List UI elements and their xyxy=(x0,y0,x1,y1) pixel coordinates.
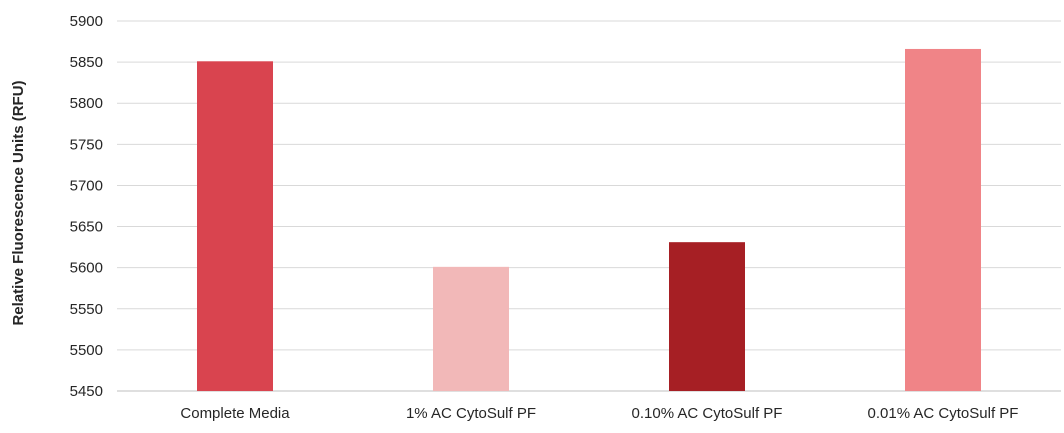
y-tick-label: 5650 xyxy=(70,219,103,236)
bar xyxy=(197,61,273,392)
y-axis-ticks: 5450 5500 5550 5600 5650 5700 5750 5800 5850 5900 xyxy=(70,13,103,400)
y-tick-label: 5500 xyxy=(70,342,103,359)
y-tick-label: 5600 xyxy=(70,260,103,277)
y-tick-label: 5750 xyxy=(70,136,103,153)
x-axis-labels: Complete Media 1% AC CytoSulf PF 0.10% AC … xyxy=(180,405,1018,422)
bar xyxy=(669,242,745,391)
y-tick-label: 5850 xyxy=(70,54,103,71)
bars xyxy=(197,48,981,392)
y-axis-title: Relative Fluorescence Units (RFU) xyxy=(10,80,27,325)
x-category-label: Complete Media xyxy=(180,405,290,422)
y-tick-label: 5900 xyxy=(70,13,103,30)
y-tick-label: 5450 xyxy=(70,383,103,400)
x-category-label: 0.01% AC CytoSulf PF xyxy=(868,405,1019,422)
bar xyxy=(905,48,981,391)
gridlines xyxy=(117,20,1061,392)
y-tick-label: 5800 xyxy=(70,95,103,112)
y-tick-label: 5700 xyxy=(70,177,103,194)
bar xyxy=(433,266,509,391)
x-category-label: 0.10% AC CytoSulf PF xyxy=(632,405,783,422)
y-tick-label: 5550 xyxy=(70,301,103,318)
x-category-label: 1% AC CytoSulf PF xyxy=(406,405,536,422)
